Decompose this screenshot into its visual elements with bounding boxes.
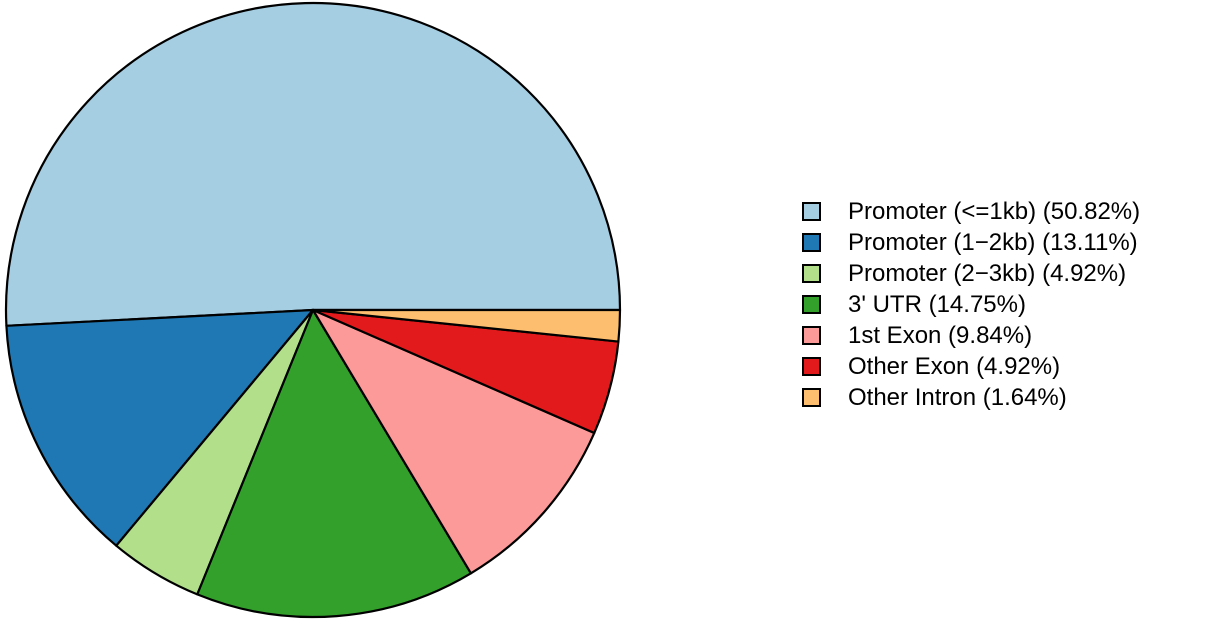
- legend-swatch-icon-other-exon: [802, 357, 821, 376]
- pie-slice[interactable]: [5, 308, 315, 547]
- legend-label-three-prime-utr: 3' UTR (14.75%): [848, 290, 1026, 318]
- legend-swatch-icon-first-exon: [802, 326, 821, 345]
- pie-plot-area: [4, 1, 622, 619]
- pie-slice[interactable]: [311, 308, 596, 575]
- pie-slice[interactable]: [4, 1, 622, 327]
- pie-chart-svg: [4, 1, 622, 619]
- legend-item-other-intron[interactable]: Other Intron (1.64%): [802, 382, 1222, 413]
- pie-slice[interactable]: [196, 308, 473, 619]
- legend-swatch-icon-three-prime-utr: [802, 295, 821, 314]
- legend-label-other-exon: Other Exon (4.92%): [848, 352, 1061, 380]
- legend-label-first-exon: 1st Exon (9.84%): [848, 321, 1033, 349]
- pie-slice[interactable]: [311, 308, 622, 343]
- legend-item-other-exon[interactable]: Other Exon (4.92%): [802, 351, 1222, 382]
- legend-swatch-icon-other-intron: [802, 388, 821, 407]
- legend-item-promoter-1kb[interactable]: Promoter (<=1kb) (50.82%): [802, 196, 1222, 227]
- legend-swatch-icon-promoter-2-3kb: [802, 264, 821, 283]
- legend-item-three-prime-utr[interactable]: 3' UTR (14.75%): [802, 289, 1222, 320]
- legend-label-other-intron: Other Intron (1.64%): [848, 383, 1067, 411]
- legend-item-promoter-2-3kb[interactable]: Promoter (2−3kb) (4.92%): [802, 258, 1222, 289]
- legend-label-promoter-2-3kb: Promoter (2−3kb) (4.92%): [848, 259, 1127, 287]
- legend-swatch-icon-promoter-1kb: [802, 202, 821, 221]
- legend-label-promoter-1-2kb: Promoter (1−2kb) (13.11%): [848, 228, 1138, 256]
- legend-item-first-exon[interactable]: 1st Exon (9.84%): [802, 320, 1222, 351]
- legend-label-promoter-1kb: Promoter (<=1kb) (50.82%): [848, 197, 1141, 225]
- chart-legend: Promoter (<=1kb) (50.82%) Promoter (1−2k…: [802, 196, 1222, 413]
- legend-swatch-icon-promoter-1-2kb: [802, 233, 821, 252]
- pie-slices-group: [4, 1, 622, 619]
- legend-item-promoter-1-2kb[interactable]: Promoter (1−2kb) (13.11%): [802, 227, 1222, 258]
